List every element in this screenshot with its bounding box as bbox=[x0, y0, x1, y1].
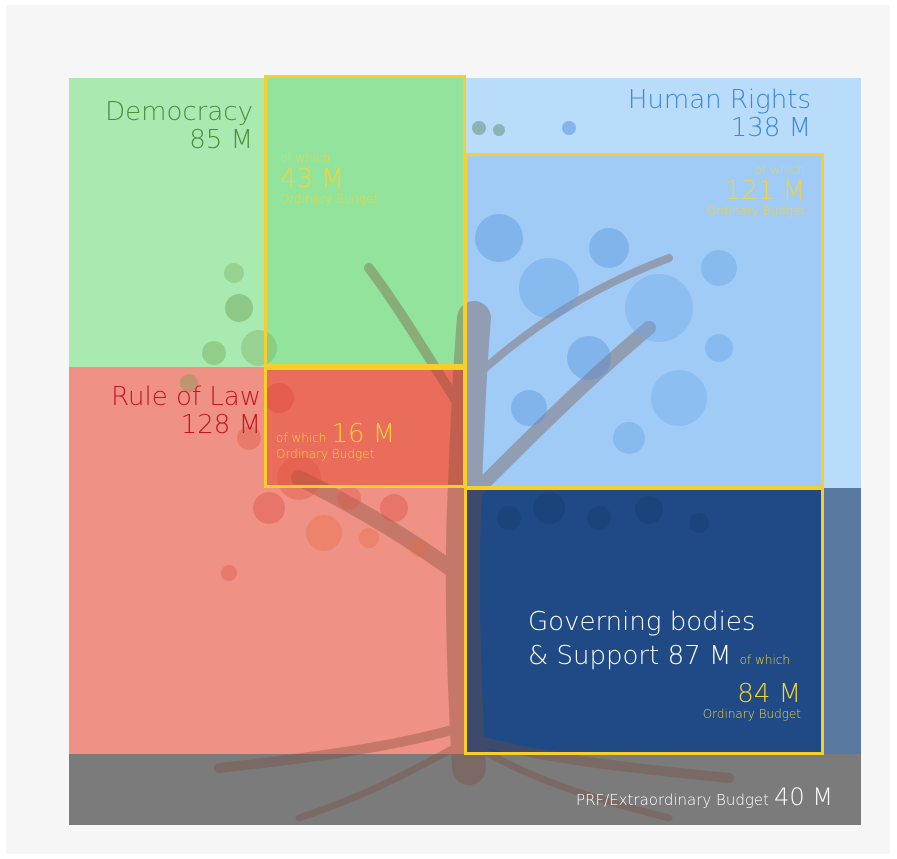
prf-name: PRF/Extraordinary Budget bbox=[576, 791, 770, 809]
democracy-ordinary-area bbox=[264, 78, 466, 367]
governing-ordinary-value: 84 M bbox=[737, 679, 801, 709]
prf-area[interactable] bbox=[69, 754, 861, 825]
budget-treemap: Democracy 85 M of which 43 M Ordinary Bu… bbox=[69, 75, 861, 825]
human-rights-ordinary-caption: Ordinary Budget bbox=[706, 204, 805, 219]
democracy-ordinary-frame bbox=[264, 75, 466, 367]
rule-of-law-of-which: of which bbox=[276, 431, 327, 445]
rule-of-law-title: Rule of Law 128 M bbox=[111, 383, 261, 439]
human-rights-ordinary-label: of which 121 M Ordinary Budget bbox=[707, 164, 805, 218]
governing-ordinary-caption: Ordinary Budget bbox=[702, 707, 801, 722]
governing-title: Governing bodies & Support 87 M of which bbox=[528, 606, 790, 674]
rule-of-law-ordinary-caption: Ordinary Budget bbox=[276, 447, 375, 462]
human-rights-title: Human Rights 138 M bbox=[628, 86, 811, 142]
rule-of-law-ordinary-area bbox=[264, 367, 466, 488]
governing-ordinary-frame bbox=[464, 487, 824, 755]
democracy-ordinary-value: 43 M bbox=[280, 163, 344, 194]
democracy-title: Democracy 85 M bbox=[105, 98, 253, 154]
governing-name-line2: & Support bbox=[528, 640, 660, 671]
democracy-total: 85 M bbox=[189, 125, 253, 156]
governing-total: 87 M bbox=[667, 640, 732, 671]
rule-of-law-total: 128 M bbox=[180, 410, 261, 441]
human-rights-ordinary-value: 121 M bbox=[724, 175, 805, 206]
human-rights-name: Human Rights bbox=[627, 85, 811, 115]
democracy-name: Democracy bbox=[105, 97, 253, 127]
governing-ordinary-label: 84 M Ordinary Budget bbox=[703, 680, 801, 721]
human-rights-total: 138 M bbox=[730, 113, 811, 144]
rule-of-law-name: Rule of Law bbox=[111, 382, 261, 412]
rule-of-law-ordinary-value: 16 M bbox=[331, 419, 396, 449]
democracy-of-which: of which bbox=[280, 151, 331, 165]
democracy-ordinary-caption: Ordinary Budget bbox=[280, 192, 379, 207]
human-rights-of-which: of which bbox=[754, 163, 805, 177]
governing-name-line1: Governing bodies bbox=[528, 607, 756, 637]
prf-total: 40 M bbox=[774, 783, 833, 811]
rule-of-law-ordinary-label: of which 16 M Ordinary Budget bbox=[276, 420, 395, 461]
prf-label: PRF/Extraordinary Budget 40 M bbox=[576, 783, 833, 811]
governing-of-which: of which bbox=[739, 652, 790, 667]
governing-ordinary-area bbox=[466, 488, 821, 754]
democracy-ordinary-label: of which 43 M Ordinary Budget bbox=[280, 152, 378, 206]
human-rights-ordinary-area bbox=[466, 155, 821, 488]
